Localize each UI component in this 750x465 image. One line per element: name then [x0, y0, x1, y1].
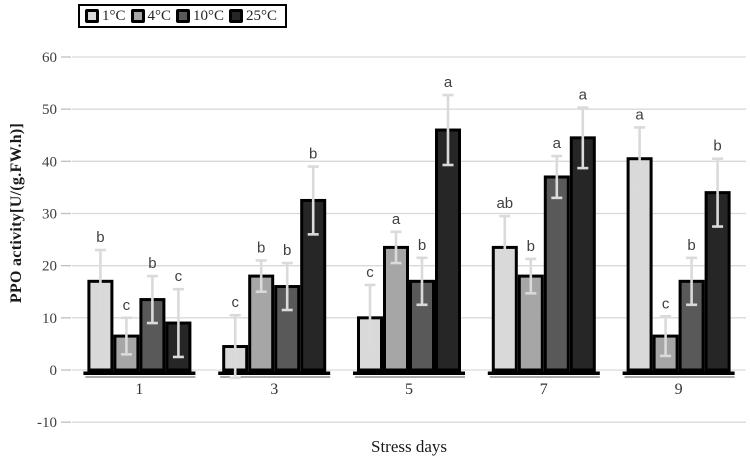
legend-item-10c: 10°C — [176, 7, 225, 24]
significance-letter: b — [713, 138, 721, 155]
x-axis-title: Stress days — [370, 437, 448, 456]
legend-label: 1°C — [102, 7, 126, 24]
y-tick-label: 50 — [42, 102, 57, 118]
significance-letter: b — [148, 255, 156, 272]
group-baseline — [622, 371, 735, 375]
significance-letter: b — [309, 146, 317, 163]
legend-swatch-icon — [176, 9, 191, 23]
chart-legend: 1°C 4°C 10°C 25°C — [78, 4, 288, 28]
significance-letter: a — [579, 87, 588, 104]
group-baseline — [487, 371, 600, 375]
significance-letter: a — [553, 135, 562, 152]
y-tick-label: 60 — [42, 50, 57, 66]
significance-letter: c — [175, 268, 183, 285]
bar — [543, 175, 570, 372]
x-category-label: 1 — [135, 381, 143, 398]
legend-swatch-icon — [85, 9, 99, 23]
bar — [383, 245, 409, 372]
significance-letter: b — [418, 237, 426, 254]
legend-swatch-icon — [130, 9, 145, 23]
significance-letter: a — [635, 106, 644, 123]
significance-letter: b — [283, 242, 291, 259]
significance-letter: ab — [496, 195, 513, 212]
significance-letter: b — [96, 229, 104, 246]
group-baseline — [353, 371, 465, 375]
legend-item-25c: 25°C — [229, 7, 278, 24]
legend-item-4c: 4°C — [130, 7, 172, 24]
significance-letter: b — [687, 237, 695, 254]
legend-label: 25°C — [246, 7, 278, 24]
significance-letter: b — [527, 238, 535, 255]
significance-letter: a — [444, 74, 453, 91]
group-baseline — [218, 371, 331, 375]
y-tick-label: 40 — [42, 154, 57, 170]
legend-item-1c: 1°C — [85, 7, 126, 24]
y-tick-label: 10 — [42, 311, 57, 327]
group-baseline — [83, 371, 196, 375]
y-tick-label: 0 — [50, 363, 58, 379]
bar — [569, 136, 596, 372]
significance-letter: c — [231, 294, 239, 311]
x-category-label: 5 — [405, 381, 413, 398]
y-tick-label: 30 — [42, 207, 57, 223]
x-category-label: 9 — [675, 381, 683, 398]
y-axis-title: PPO activity[U/(g.FW.h)] — [8, 122, 25, 304]
significance-letter: a — [392, 211, 401, 228]
x-category-label: 3 — [270, 381, 278, 398]
significance-letter: c — [662, 295, 670, 312]
y-tick-label: -10 — [37, 415, 57, 431]
significance-letter: b — [257, 239, 265, 256]
significance-letter: c — [366, 264, 374, 281]
legend-label: 10°C — [193, 7, 225, 24]
significance-letter: c — [123, 297, 131, 314]
legend-swatch-icon — [229, 9, 244, 23]
x-category-label: 7 — [540, 381, 548, 398]
legend-label: 4°C — [147, 7, 172, 24]
y-tick-label: 20 — [42, 259, 57, 275]
